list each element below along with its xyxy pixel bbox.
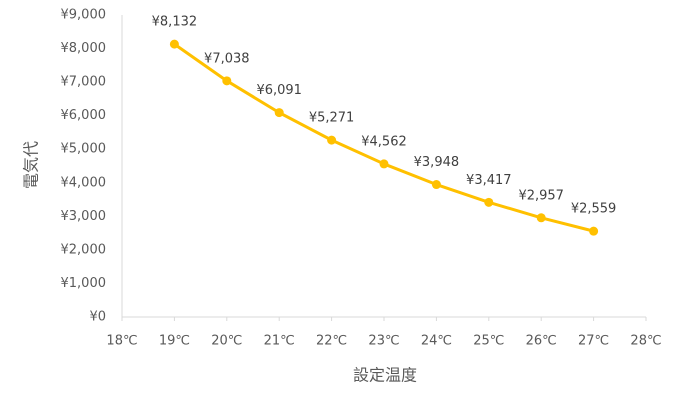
point [431, 180, 441, 190]
x-tick-label: 27℃ [578, 334, 609, 349]
value-label: ¥6,091 [256, 83, 302, 98]
value-label: ¥2,559 [571, 202, 617, 217]
y-tick-label: ¥1,000 [61, 276, 107, 291]
x-tick-label: 24℃ [421, 334, 452, 349]
y-tick-label: ¥3,000 [61, 209, 107, 224]
x-tick-label: 18℃ [106, 334, 137, 349]
y-tick-label: ¥4,000 [61, 175, 107, 190]
value-label: ¥4,562 [361, 134, 407, 149]
y-axis-title: 電気代 [22, 141, 41, 189]
value-label: ¥3,417 [466, 173, 512, 188]
x-tick-label: 21℃ [264, 334, 295, 349]
x-tick-label: 19℃ [159, 334, 190, 349]
point [379, 159, 389, 169]
point [327, 135, 337, 145]
value-label: ¥2,957 [518, 188, 564, 203]
x-tick-label: 22℃ [316, 334, 347, 349]
point [222, 76, 232, 86]
point [589, 226, 599, 236]
x-axis-title: 設定温度 [353, 366, 417, 385]
point [169, 39, 179, 49]
x-tick-label: 28℃ [630, 334, 661, 349]
y-tick-label: ¥0 [89, 310, 106, 325]
value-label: ¥7,038 [204, 51, 250, 66]
y-tick-label: ¥7,000 [61, 75, 107, 90]
x-tick-label: 20℃ [211, 334, 242, 349]
value-label: ¥8,132 [152, 15, 198, 30]
value-label: ¥3,948 [414, 155, 460, 170]
y-tick-label: ¥6,000 [61, 108, 107, 123]
point [484, 197, 494, 207]
value-label: ¥5,271 [309, 111, 355, 126]
point [536, 213, 546, 223]
y-tick-label: ¥8,000 [61, 41, 107, 56]
y-tick-label: ¥9,000 [61, 8, 107, 23]
point [274, 108, 284, 118]
y-tick-label: ¥5,000 [61, 142, 107, 157]
x-tick-label: 25℃ [473, 334, 504, 349]
y-tick-label: ¥2,000 [61, 242, 107, 257]
x-tick-label: 26℃ [526, 334, 557, 349]
x-tick-label: 23℃ [368, 334, 399, 349]
